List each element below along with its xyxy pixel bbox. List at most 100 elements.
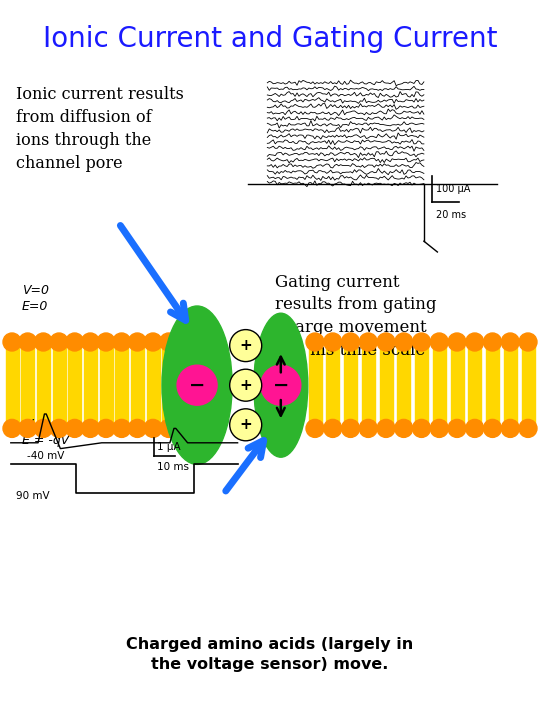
Ellipse shape (254, 313, 308, 457)
Bar (68, 342, 81, 428)
Circle shape (129, 419, 146, 437)
Bar (362, 342, 375, 428)
Circle shape (261, 365, 301, 405)
Circle shape (483, 333, 502, 351)
Ellipse shape (162, 306, 232, 464)
Circle shape (341, 333, 360, 351)
Circle shape (501, 333, 519, 351)
Circle shape (306, 333, 324, 351)
Circle shape (144, 419, 162, 437)
Bar (193, 342, 206, 428)
Circle shape (160, 419, 178, 437)
Bar (415, 342, 428, 428)
Text: +: + (239, 418, 252, 432)
Circle shape (66, 333, 84, 351)
Circle shape (448, 419, 466, 437)
Circle shape (35, 419, 52, 437)
Circle shape (377, 419, 395, 437)
Circle shape (160, 333, 178, 351)
Circle shape (82, 419, 99, 437)
Bar (178, 342, 191, 428)
Text: 100 μA: 100 μA (436, 184, 470, 194)
Circle shape (430, 419, 448, 437)
Bar (115, 342, 128, 428)
Circle shape (413, 333, 430, 351)
Circle shape (519, 419, 537, 437)
Bar (397, 342, 410, 428)
Circle shape (377, 333, 395, 351)
Bar (486, 342, 499, 428)
Circle shape (230, 369, 262, 401)
Text: −: − (273, 376, 289, 395)
Circle shape (191, 419, 209, 437)
Circle shape (176, 419, 193, 437)
Circle shape (97, 333, 115, 351)
Text: -V
E = -qV: -V E = -qV (22, 418, 69, 446)
Bar (450, 342, 463, 428)
Bar (468, 342, 481, 428)
Circle shape (341, 419, 360, 437)
Circle shape (191, 333, 209, 351)
Bar (344, 342, 357, 428)
Text: Gating current
results from gating
charge movement
~ 1 ms time scale: Gating current results from gating charg… (275, 274, 437, 359)
Circle shape (3, 419, 21, 437)
Circle shape (3, 333, 21, 351)
Bar (37, 342, 50, 428)
Circle shape (50, 333, 68, 351)
Bar (5, 342, 18, 428)
Text: V=0
E=0: V=0 E=0 (22, 284, 49, 313)
Circle shape (359, 419, 377, 437)
Circle shape (35, 333, 52, 351)
Bar (131, 342, 144, 428)
Bar (326, 342, 339, 428)
Circle shape (82, 333, 99, 351)
Bar (504, 342, 517, 428)
Circle shape (129, 333, 146, 351)
Bar (146, 342, 159, 428)
Circle shape (113, 333, 131, 351)
Circle shape (230, 330, 262, 361)
Circle shape (448, 333, 466, 351)
Text: 1 μA: 1 μA (157, 442, 180, 451)
Circle shape (50, 419, 68, 437)
Circle shape (395, 333, 413, 351)
Circle shape (359, 333, 377, 351)
Circle shape (501, 419, 519, 437)
Circle shape (430, 333, 448, 351)
Circle shape (483, 419, 502, 437)
Text: 20 ms: 20 ms (436, 210, 466, 220)
Bar (52, 342, 65, 428)
Text: 90 mV: 90 mV (16, 491, 50, 501)
Circle shape (19, 419, 37, 437)
Text: -40 mV: -40 mV (27, 451, 65, 461)
Text: −: − (189, 376, 205, 395)
Circle shape (66, 419, 84, 437)
Circle shape (177, 365, 217, 405)
Bar (99, 342, 112, 428)
Text: +: + (239, 338, 252, 353)
Bar (21, 342, 34, 428)
Circle shape (519, 333, 537, 351)
Circle shape (324, 419, 342, 437)
Circle shape (113, 419, 131, 437)
Circle shape (465, 333, 484, 351)
Circle shape (230, 409, 262, 441)
Text: Ionic current results
from diffusion of
ions through the
channel pore: Ionic current results from diffusion of … (16, 86, 184, 172)
Text: 10 ms: 10 ms (157, 462, 189, 472)
Text: +: + (239, 378, 252, 392)
Bar (433, 342, 446, 428)
Bar (522, 342, 535, 428)
Circle shape (19, 333, 37, 351)
Circle shape (324, 333, 342, 351)
Text: Charged amino acids (largely in
the voltage sensor) move.: Charged amino acids (largely in the volt… (126, 637, 414, 672)
Circle shape (413, 419, 430, 437)
Circle shape (97, 419, 115, 437)
Text: Ionic Current and Gating Current: Ionic Current and Gating Current (43, 25, 497, 53)
Bar (380, 342, 393, 428)
Bar (162, 342, 175, 428)
Bar (308, 342, 321, 428)
Circle shape (395, 419, 413, 437)
Circle shape (144, 333, 162, 351)
Circle shape (465, 419, 484, 437)
Circle shape (176, 333, 193, 351)
